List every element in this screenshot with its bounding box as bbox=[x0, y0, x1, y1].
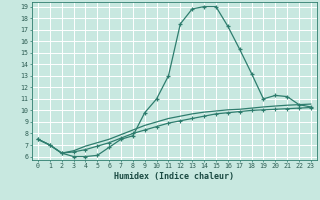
X-axis label: Humidex (Indice chaleur): Humidex (Indice chaleur) bbox=[115, 172, 234, 181]
